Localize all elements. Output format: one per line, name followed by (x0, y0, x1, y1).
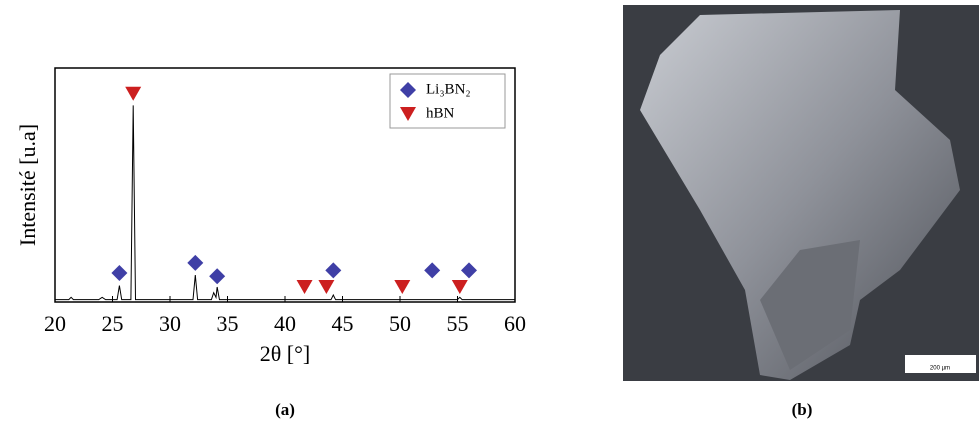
caption: (a) (275, 400, 295, 419)
caption: (b) (792, 400, 813, 419)
peak-marker (187, 254, 204, 271)
legend-marker (400, 107, 416, 121)
micrograph-shade (760, 240, 860, 370)
x-tick-label: 40 (274, 311, 296, 336)
peak-marker (325, 262, 342, 279)
x-tick-label: 20 (44, 311, 66, 336)
legend-box (389, 73, 506, 129)
x-tick-label: 55 (447, 311, 469, 336)
x-tick-label: 30 (159, 311, 181, 336)
y-axis-label: Intensité [u.a] (15, 124, 40, 246)
x-tick-label: 25 (102, 311, 124, 336)
peak-marker (318, 280, 335, 295)
micrograph-particle (640, 10, 960, 380)
peak-marker (424, 262, 441, 279)
legend-marker (400, 82, 416, 98)
x-tick-label: 60 (504, 311, 526, 336)
peak-marker (111, 264, 128, 281)
x-axis-label: 2θ [°] (260, 341, 311, 366)
xrd-trace (55, 105, 515, 301)
legend-label: hBN (426, 105, 455, 121)
peak-marker (461, 262, 477, 279)
scale-bar (905, 355, 976, 373)
x-tick-label: 35 (217, 311, 239, 336)
peak-marker (394, 280, 411, 295)
peak-marker (209, 268, 226, 285)
legend-label: Li₃BN₂ (426, 81, 471, 97)
peak-marker (451, 280, 468, 295)
peak-marker (125, 86, 142, 101)
x-tick-label: 45 (332, 311, 354, 336)
x-tick-label: 50 (389, 311, 411, 336)
scale-bar-label: 200 µm (930, 366, 950, 372)
peak-marker (296, 280, 313, 295)
